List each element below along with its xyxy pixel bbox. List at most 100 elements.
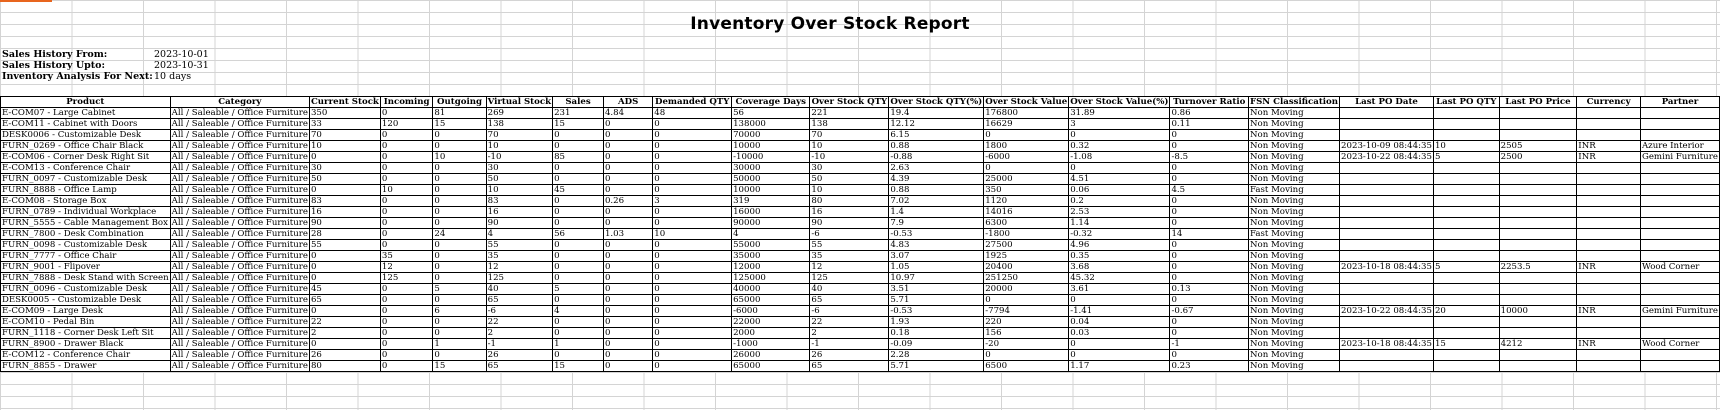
table-cell: 85 xyxy=(552,151,604,163)
table-cell: 10 xyxy=(1432,140,1500,152)
table-cell: 221 xyxy=(809,107,890,119)
table-cell: 0 xyxy=(1169,316,1249,328)
table-row: FURN_7800 - Desk Combination All / Saleab… xyxy=(0,228,1720,240)
table-cell: 251250 xyxy=(983,272,1070,284)
table-cell xyxy=(1639,327,1720,339)
table-cell: 2023-10-22 08:44:35 xyxy=(1339,151,1434,163)
table-cell xyxy=(1576,283,1641,295)
table-cell: 10.97 xyxy=(888,272,985,284)
table-cell: 0 xyxy=(552,173,604,185)
table-cell: 5 xyxy=(432,283,487,295)
table-cell: -0.53 xyxy=(888,228,985,240)
table-cell: E-COM11 - Cabinet with Doors xyxy=(0,118,171,130)
table-cell: 0 xyxy=(379,305,434,317)
table-cell: 50 xyxy=(485,173,554,185)
table-cell: 16629 xyxy=(983,118,1070,130)
table-cell: 0 xyxy=(983,162,1070,174)
table-cell: 0 xyxy=(379,338,434,350)
table-cell: 350 xyxy=(983,184,1070,196)
table-cell xyxy=(1339,206,1434,218)
table-cell: 0 xyxy=(602,151,654,163)
report-meta: Sales History From: 2023-10-01 Sales His… xyxy=(2,49,209,82)
table-cell: 16 xyxy=(809,206,890,218)
table-cell: All / Saleable / Office Furniture xyxy=(169,140,310,152)
table-cell: 0 xyxy=(1169,327,1249,339)
table-cell: 0 xyxy=(552,316,604,328)
table-cell: 0 xyxy=(432,349,487,361)
table-cell xyxy=(1576,162,1641,174)
table-cell: -1 xyxy=(1169,338,1249,350)
table-cell: 0.88 xyxy=(888,140,985,152)
table-cell: Non Moving xyxy=(1247,283,1341,295)
table-cell: 2 xyxy=(485,327,554,339)
table-cell: 26 xyxy=(308,349,381,361)
table-cell: Gemini Furniture xyxy=(1639,151,1720,163)
table-cell xyxy=(1432,316,1500,328)
table-row: FURN_0097 - Customizable Desk All / Salea… xyxy=(0,173,1720,185)
table-cell: INR xyxy=(1576,151,1641,163)
table-cell: 0 xyxy=(1169,272,1249,284)
table-cell: 26 xyxy=(485,349,554,361)
table-cell xyxy=(1498,327,1578,339)
table-cell xyxy=(1639,360,1720,372)
table-cell: 12 xyxy=(485,261,554,273)
table-cell: 0 xyxy=(379,294,434,306)
table-cell: 0 xyxy=(652,294,733,306)
table-cell: 10 xyxy=(432,151,487,163)
table-cell: 0 xyxy=(432,294,487,306)
column-header: Product xyxy=(0,96,171,108)
table-cell: 55 xyxy=(809,239,890,251)
meta-value: 10 days xyxy=(154,71,192,82)
table-cell: 125 xyxy=(485,272,554,284)
table-cell xyxy=(1498,184,1578,196)
table-cell: 0 xyxy=(552,261,604,273)
table-cell: Non Moving xyxy=(1247,349,1341,361)
table-cell: 55 xyxy=(485,239,554,251)
table-cell: 0 xyxy=(432,140,487,152)
table-cell: 1.03 xyxy=(602,228,654,240)
table-cell: 0 xyxy=(379,349,434,361)
table-cell: 0.32 xyxy=(1068,140,1171,152)
table-cell: All / Saleable / Office Furniture xyxy=(169,239,310,251)
table-cell: FURN_0096 - Customizable Desk xyxy=(0,283,171,295)
table-cell: 5 xyxy=(1432,151,1500,163)
table-cell xyxy=(1498,206,1578,218)
table-cell xyxy=(1639,239,1720,251)
column-header: Current Stock xyxy=(308,96,381,108)
table-cell: All / Saleable / Office Furniture xyxy=(169,360,310,372)
table-cell: -0.53 xyxy=(888,305,985,317)
table-cell: 10 xyxy=(652,228,733,240)
table-cell xyxy=(1432,129,1500,141)
table-cell: 4 xyxy=(731,228,811,240)
table-cell: 0 xyxy=(552,272,604,284)
table-cell: 0 xyxy=(983,294,1070,306)
table-cell: 0 xyxy=(652,184,733,196)
table-cell: -6 xyxy=(809,228,890,240)
table-cell: 0 xyxy=(602,305,654,317)
meta-value: 2023-10-01 xyxy=(154,49,209,60)
table-cell: 15 xyxy=(552,360,604,372)
table-cell xyxy=(1432,195,1500,207)
table-cell: 2.28 xyxy=(888,349,985,361)
table-cell: 5.71 xyxy=(888,294,985,306)
table-cell: -1.08 xyxy=(1068,151,1171,163)
table-cell: 0.26 xyxy=(602,195,654,207)
table-cell: 0 xyxy=(379,228,434,240)
table-cell: 0 xyxy=(652,151,733,163)
table-cell: 0 xyxy=(652,272,733,284)
table-cell: 26000 xyxy=(731,349,811,361)
table-cell: 3.68 xyxy=(1068,261,1171,273)
table-cell: Fast Moving xyxy=(1247,228,1341,240)
table-cell: 1.93 xyxy=(888,316,985,328)
table-cell: FURN_1118 - Corner Desk Left Sit xyxy=(0,327,171,339)
table-cell xyxy=(1576,294,1641,306)
table-cell: 4.51 xyxy=(1068,173,1171,185)
table-cell: 3.07 xyxy=(888,250,985,262)
meta-row: Sales History From: 2023-10-01 xyxy=(2,49,209,60)
table-cell: 0 xyxy=(1068,294,1171,306)
table-cell: 4.83 xyxy=(888,239,985,251)
table-cell xyxy=(1339,283,1434,295)
table-cell: Non Moving xyxy=(1247,239,1341,251)
table-cell: 0 xyxy=(602,349,654,361)
table-cell: 26 xyxy=(809,349,890,361)
